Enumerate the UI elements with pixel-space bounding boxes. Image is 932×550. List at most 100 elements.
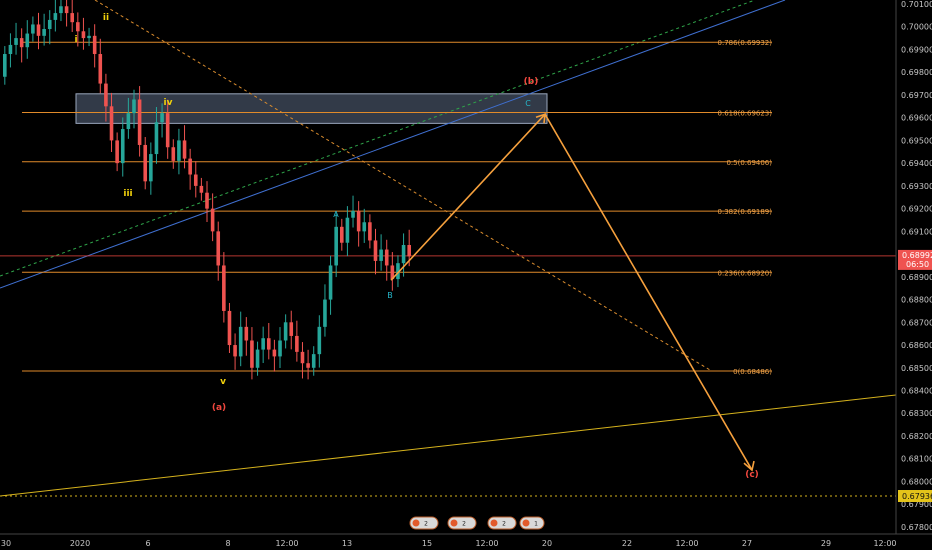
candle-body — [334, 226, 338, 266]
candle-body — [351, 210, 355, 218]
flag-icon — [450, 519, 458, 527]
candle-body — [182, 140, 187, 159]
candle-body — [283, 322, 288, 341]
time-tick-label: 2020 — [70, 539, 90, 548]
time-tick-label: 29 — [821, 539, 831, 548]
price-tick-label: 0.67900 — [901, 500, 932, 509]
time-axis[interactable]: 30 2020 6 8 12:00 13 15 12:00 20 22 12:00 27 29 12:00 — [1, 539, 897, 548]
flag-icon — [522, 519, 530, 527]
event-badge-count: 2 — [424, 521, 428, 528]
price-tick-label: 0.69300 — [901, 182, 932, 191]
candle-body — [407, 245, 411, 257]
candle-body — [92, 35, 97, 55]
candle-body — [368, 222, 372, 241]
candle-body — [70, 13, 75, 23]
candle-body — [193, 174, 198, 186]
candle-body — [345, 217, 350, 243]
price-tick-label: 0.68800 — [901, 296, 932, 305]
candle-body — [238, 326, 243, 357]
candle-body — [87, 35, 91, 39]
support-price-tag — [898, 490, 932, 503]
candle-body — [272, 349, 277, 357]
candle-body — [120, 129, 125, 164]
price-tick-label: 0.69600 — [901, 114, 932, 123]
price-axis[interactable]: 0.70100 0.70000 0.69900 0.69800 0.69700 0.696… — [901, 0, 932, 532]
candle-body — [384, 249, 389, 266]
candle-body — [19, 38, 24, 48]
event-badge-count: 2 — [502, 521, 506, 528]
candle-body — [210, 208, 215, 232]
price-tick-label: 0.69200 — [901, 205, 932, 214]
time-tick-label: 15 — [422, 539, 432, 548]
candle-body — [165, 113, 170, 148]
candle-body — [356, 210, 361, 232]
candle-body — [401, 245, 406, 264]
time-tick-label: 30 — [1, 539, 11, 548]
candle-body — [379, 249, 383, 261]
candle-body — [171, 147, 176, 161]
time-tick-label: 12:00 — [675, 539, 698, 548]
candle-body — [250, 340, 254, 368]
candle-body — [199, 185, 204, 193]
wave-label: (b) — [524, 77, 539, 87]
price-tick-label: 0.69800 — [901, 68, 932, 77]
current-price-countdown: 06:50 — [906, 260, 929, 269]
candle-body — [109, 106, 114, 141]
candle-body — [81, 31, 86, 39]
candle-body — [160, 113, 164, 123]
price-tick-label: 0.69100 — [901, 227, 932, 236]
candle-body — [8, 44, 13, 55]
candle-body — [323, 299, 327, 327]
candle-body — [64, 6, 69, 14]
candle-body — [31, 24, 35, 34]
flag-icon — [412, 519, 420, 527]
price-tick-label: 0.67800 — [901, 523, 932, 532]
candle-body — [149, 154, 153, 182]
projection-arrowhead-up — [535, 113, 546, 124]
price-tick-label: 0.68000 — [901, 477, 932, 486]
wave-label: ii — [103, 13, 109, 23]
candle-body — [266, 338, 271, 350]
candle-body — [311, 354, 316, 368]
fib-level-label: 0.786(0.69932) — [718, 39, 773, 47]
price-tick-label: 0.68900 — [901, 273, 932, 282]
flag-icon — [490, 519, 498, 527]
price-tick-label: 0.68700 — [901, 318, 932, 327]
wave-label: (c) — [745, 470, 759, 480]
event-badges[interactable]: 2 2 2 1 — [409, 516, 545, 530]
price-tick-label: 0.68300 — [901, 409, 932, 418]
candle-body — [255, 349, 260, 368]
candle-body — [47, 19, 52, 30]
candle-body — [143, 144, 148, 182]
wave-label: i — [74, 35, 77, 45]
candle-body — [76, 22, 80, 32]
wave-label: A — [333, 210, 339, 219]
current-price-value: 0.68992 — [902, 251, 932, 260]
fib-level-label: 0.236(0.68920) — [718, 269, 773, 277]
candle-body — [177, 140, 181, 161]
candle-body — [132, 99, 136, 114]
candle-body — [53, 13, 58, 20]
candle-body — [278, 340, 282, 357]
candle-body — [328, 265, 333, 300]
price-tick-label: 0.68500 — [901, 364, 932, 373]
projection-path — [390, 112, 755, 472]
candle-body — [317, 326, 322, 355]
fib-level-label: 0(0.68486) — [733, 368, 772, 376]
candle-body — [362, 222, 367, 232]
candle-body — [59, 6, 63, 14]
price-tick-label: 0.68600 — [901, 341, 932, 350]
candle-body — [261, 338, 265, 350]
wave-label: C — [525, 99, 531, 108]
time-tick-label: 12:00 — [275, 539, 298, 548]
candles — [3, 0, 411, 380]
fib-level-label: 0.5(0.69406) — [726, 159, 772, 167]
candle-body — [36, 24, 41, 36]
candle-body — [126, 113, 131, 130]
candle-body — [339, 226, 344, 243]
price-tick-label: 0.70000 — [901, 23, 932, 32]
time-tick-label: 12:00 — [475, 539, 498, 548]
projection-arrowhead-down — [743, 460, 755, 472]
